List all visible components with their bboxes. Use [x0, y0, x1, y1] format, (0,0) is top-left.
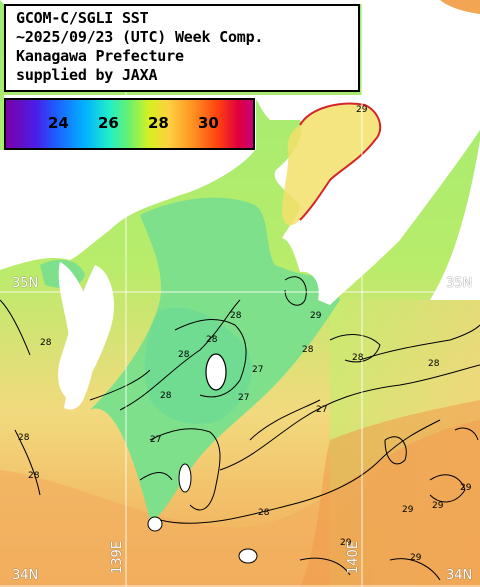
- contour-label: 28: [352, 353, 364, 363]
- contour-label: 28: [302, 345, 314, 355]
- contour-label: 29: [356, 105, 368, 115]
- contour-label: 29: [432, 501, 444, 511]
- lat-label-35n-right: 35N: [446, 276, 473, 291]
- contour-label: 27: [316, 405, 327, 415]
- land-izu-north: [0, 0, 480, 305]
- color-scale-gradient: [6, 100, 253, 148]
- contour-label: 29: [340, 538, 352, 548]
- contour-label: 28: [178, 350, 190, 360]
- contour-label: 28: [18, 433, 30, 443]
- contour-label: 29: [402, 505, 414, 515]
- lat-label-34n-right: 34N: [446, 568, 473, 583]
- lat-label-34n-left: 34N: [12, 568, 39, 583]
- land-top-right-corner: [440, 0, 480, 14]
- island-kozu: [238, 548, 258, 564]
- title-line-1: GCOM-C/SGLI SST: [16, 9, 149, 27]
- contour-label: 27: [150, 435, 161, 445]
- land-upper-band: [0, 150, 255, 270]
- title-line-3: Kanagawa Prefecture: [16, 47, 184, 65]
- island-oshima: [205, 353, 227, 391]
- contour-label: 28: [206, 335, 218, 345]
- island-niijima: [147, 516, 163, 532]
- scale-tick-26: 26: [98, 114, 119, 132]
- scale-tick-28: 28: [148, 114, 169, 132]
- lon-label-140e: 140E: [346, 540, 361, 574]
- land-east-edge: [430, 140, 480, 300]
- contour-label: 29: [410, 553, 422, 563]
- sst-contours: [0, 276, 480, 581]
- lon-label-139e: 139E: [110, 540, 125, 574]
- contour-label: 27: [238, 393, 249, 403]
- lat-label-35n-left: 35N: [12, 276, 39, 291]
- contour-label: 29: [460, 483, 472, 493]
- contour-label: 27: [252, 365, 263, 375]
- scale-tick-24: 24: [48, 114, 69, 132]
- contour-label: 28: [40, 338, 52, 348]
- land-west-shore: [58, 262, 96, 410]
- scale-tick-30: 30: [198, 114, 219, 132]
- contour-label: 28: [258, 508, 270, 518]
- contour-label-group: 28 28 28 27 28 28 28 27 27 28 27 28 28 28 28 29 29 29 29 29…: [18, 105, 472, 563]
- hot-water-southeast: [300, 400, 480, 587]
- color-scale: 24 26 28 30: [4, 98, 255, 150]
- contour-label: 28: [160, 391, 172, 401]
- island-toshima: [178, 463, 192, 493]
- contour-label: 28: [28, 471, 40, 481]
- contour-label: 28: [230, 311, 242, 321]
- land-boso-edge: [299, 102, 382, 221]
- sagami-cool: [144, 307, 252, 424]
- title-box: GCOM-C/SGLI SST ~2025/09/23 (UTC) Week C…: [4, 4, 360, 92]
- land-boso: [282, 103, 381, 226]
- title-line-2: ~2025/09/23 (UTC) Week Comp.: [16, 28, 264, 46]
- contour-label: 28: [428, 359, 440, 369]
- contour-label: 29: [310, 311, 322, 321]
- title-line-4: supplied by JAXA: [16, 66, 158, 84]
